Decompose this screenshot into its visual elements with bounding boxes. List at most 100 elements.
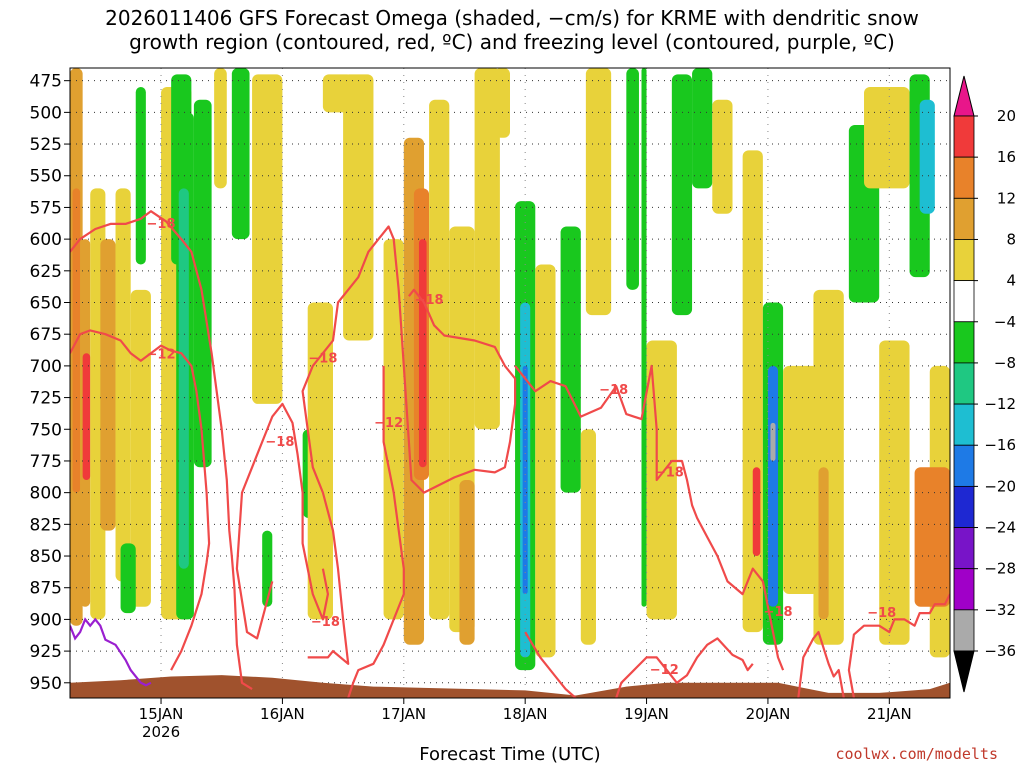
omega-band [252, 74, 283, 404]
y-tick-label: 650 [30, 294, 62, 314]
contour-label: −12 [650, 663, 679, 678]
omega-band [671, 74, 693, 316]
y-tick-label: 825 [30, 515, 62, 535]
omega-band [560, 226, 581, 493]
colorbar-segment [953, 321, 975, 364]
dendritic-contour [70, 329, 211, 671]
colorbar-top-arrow [953, 75, 975, 117]
colorbar-label: −12 [984, 395, 1016, 413]
y-tick-label: 725 [30, 389, 62, 409]
temperature-contours [70, 210, 950, 698]
terrain-area [70, 675, 950, 698]
colorbar-label: 16 [997, 148, 1016, 166]
contour-label: −18 [147, 217, 176, 232]
omega-band [231, 68, 250, 240]
plot-frame [69, 67, 951, 699]
y-tick-label: 600 [30, 230, 62, 250]
y-tick-label: 750 [30, 420, 62, 440]
contour-label: −18 [764, 605, 793, 620]
colorbar-segment [953, 609, 975, 652]
omega-band [429, 99, 450, 620]
dendritic-contour [301, 225, 517, 665]
omega-band [783, 365, 819, 595]
y-tick-label: 575 [30, 198, 62, 218]
dendritic-contour [514, 364, 785, 671]
omega-band [262, 530, 273, 607]
y-tick-label: 950 [30, 674, 62, 694]
y-tick-label: 525 [30, 135, 62, 155]
colorbar-label: −20 [984, 477, 1016, 495]
omega-band [626, 68, 639, 290]
colorbar-label: −4 [994, 313, 1016, 331]
omega-band [914, 467, 950, 607]
contour-label: −18 [655, 465, 684, 480]
colorbar-label: −28 [984, 560, 1016, 578]
y-tick-label: 675 [30, 325, 62, 345]
contour-label: −18 [308, 351, 337, 366]
omega-band [82, 353, 91, 480]
omega-band [522, 365, 528, 595]
omega-band [100, 239, 116, 531]
contour-label: −18 [311, 615, 340, 630]
chart-title-line-2: growth region (contoured, red, ºC) and f… [129, 30, 895, 54]
omega-band [193, 99, 212, 468]
omega-band [178, 188, 189, 569]
colorbar-segment [953, 197, 975, 240]
source-credit: coolwx.com/modelts [835, 745, 998, 763]
contour-label: −18 [265, 435, 294, 450]
omega-band [130, 289, 151, 607]
omega-band [135, 87, 146, 265]
colorbar-segment [953, 156, 975, 199]
omega-band [418, 239, 427, 468]
contour-label: −12 [147, 347, 176, 362]
colorbar-label: 4 [1006, 272, 1016, 290]
colorbar-segment [953, 115, 975, 158]
omega-band [770, 422, 776, 461]
omega-band [535, 264, 556, 658]
contour-label: −18 [599, 383, 628, 398]
contour-label: −18 [867, 606, 896, 621]
x-tick-label: 21JAN [867, 705, 912, 723]
colorbar-label: −24 [984, 519, 1016, 537]
colorbar-label: −32 [984, 601, 1016, 619]
omega-band [818, 467, 829, 620]
omega-band [459, 479, 475, 645]
y-tick-label: 775 [30, 452, 62, 472]
omega-shading [70, 68, 950, 671]
y-tick-label: 475 [30, 72, 62, 92]
x-axis-label: Forecast Time (UTC) [419, 744, 601, 765]
colorbar-segment [953, 280, 975, 323]
x-tick-label: 19JAN [624, 705, 669, 723]
omega-band [322, 74, 354, 113]
colorbar-label: −16 [984, 436, 1016, 454]
dendritic-contour [847, 593, 950, 698]
colorbar-label: −36 [984, 642, 1016, 660]
contour-labels: −18 −12 −18 −18 −18 −12 −18 −18 −18 −12 −18 −18 [147, 217, 897, 678]
omega-band [585, 68, 612, 316]
omega-band [120, 543, 136, 614]
colorbar-segment [953, 527, 975, 570]
omega-band [879, 340, 910, 645]
omega-band [115, 188, 131, 582]
y-axis-pressure: 475 500 525 550 575 600 625 650 675 700 725 750 775 8… [30, 72, 70, 694]
y-tick-label: 700 [30, 357, 62, 377]
colorbar-label: −8 [994, 354, 1016, 372]
chart-title-line-1: 2026011406 GFS Forecast Omega (shaded, −… [105, 6, 919, 30]
omega-band [752, 467, 761, 557]
dendritic-contour [235, 402, 329, 640]
dendritic-contour [347, 365, 405, 698]
colorbar-segment [953, 403, 975, 446]
x-tick-label: 16JAN [260, 705, 305, 723]
omega-band [307, 302, 333, 620]
x-tick-sublabel: 2026 [142, 723, 180, 741]
omega-band [712, 99, 733, 214]
y-tick-label: 850 [30, 547, 62, 567]
colorbar-segment [953, 444, 975, 487]
y-tick-label: 550 [30, 167, 62, 187]
colorbar-label: 8 [1006, 230, 1016, 248]
omega-band [214, 68, 227, 189]
x-tick-label: 18JAN [503, 705, 548, 723]
contour-label: −18 [415, 293, 444, 308]
